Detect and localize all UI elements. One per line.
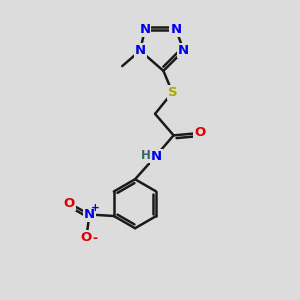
Text: N: N <box>140 23 151 36</box>
Text: N: N <box>151 150 162 164</box>
Text: +: + <box>91 203 100 213</box>
Text: O: O <box>194 127 206 140</box>
Text: N: N <box>170 23 182 36</box>
Text: N: N <box>84 208 95 221</box>
Text: O: O <box>81 231 92 244</box>
Text: O: O <box>63 197 75 210</box>
Text: -: - <box>92 232 97 245</box>
Text: N: N <box>178 44 189 57</box>
Text: H: H <box>141 149 151 162</box>
Text: N: N <box>135 44 146 57</box>
Text: S: S <box>168 86 177 99</box>
